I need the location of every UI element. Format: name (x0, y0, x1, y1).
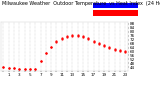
Bar (93, 3, 138, 9)
Text: Milwaukee Weather  Outdoor Temperature  vs Heat Index  (24 Hours): Milwaukee Weather Outdoor Temperature vs… (2, 1, 160, 6)
Bar (93, 10, 138, 16)
